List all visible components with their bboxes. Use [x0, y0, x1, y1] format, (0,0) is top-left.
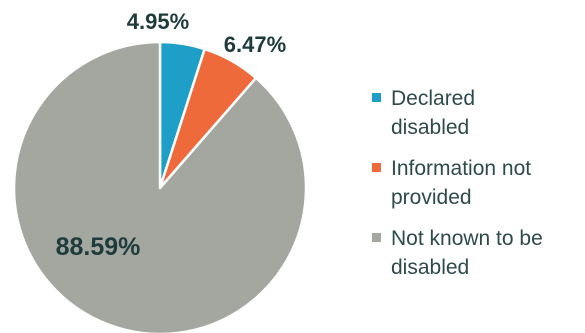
legend-item-information-not-provided: Information not provided	[372, 154, 577, 212]
pie-slice-not-known-to-be-disabled	[12, 40, 308, 333]
legend-label: Declared disabled	[391, 87, 476, 139]
legend-item-not-known-to-be-disabled: Not known to be disabled	[372, 224, 577, 282]
data-label-declared-disabled: 4.95%	[127, 9, 189, 34]
legend-item-declared-disabled: Declared disabled	[372, 84, 577, 142]
data-label-information-not-provided: 6.47%	[224, 32, 286, 57]
legend-label: Information not provided	[391, 157, 532, 209]
data-label-not-known-to-be-disabled: 88.59%	[56, 233, 141, 261]
legend-swatch-not-known-to-be-disabled	[372, 233, 381, 242]
legend-swatch-declared-disabled	[372, 93, 381, 102]
legend-swatch-information-not-provided	[372, 163, 381, 172]
legend: Declared disabled Information not provid…	[372, 84, 577, 294]
legend-label: Not known to be disabled	[391, 227, 543, 279]
